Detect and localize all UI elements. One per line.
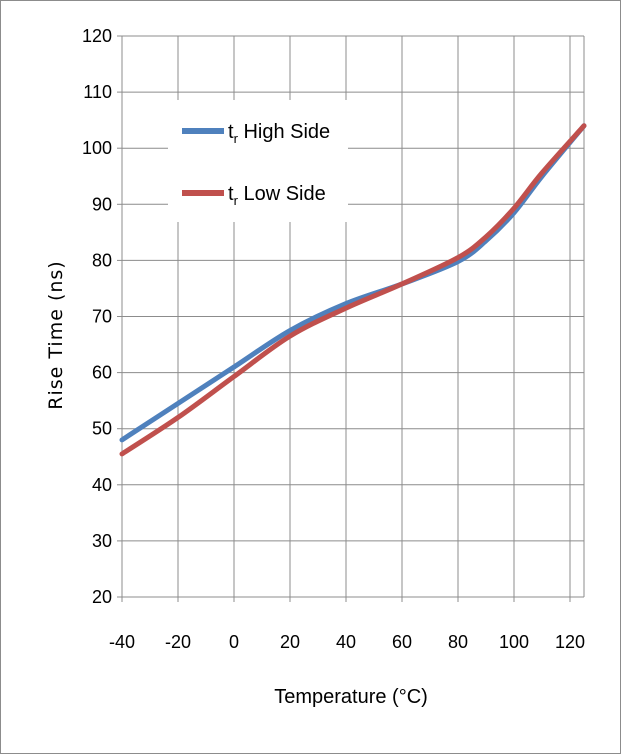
y-tick-labels: 20 30 40 50 60 70 80 90 100 110 120 xyxy=(82,26,112,607)
y-tick-label: 30 xyxy=(92,531,112,551)
y-tick-label: 80 xyxy=(92,250,112,270)
legend-label-high-side: tr High Side xyxy=(228,121,330,146)
x-axis-label: Temperature (°C) xyxy=(274,686,428,708)
legend-high-sub: r xyxy=(234,131,239,146)
legend-high-rest: High Side xyxy=(238,121,330,143)
series-line-low-side xyxy=(119,123,587,457)
legend: tr High Side tr Low Side xyxy=(168,100,348,222)
y-tick-label: 40 xyxy=(92,475,112,495)
x-tick-labels: -40 -20 0 20 40 60 80 100 120 xyxy=(109,632,585,652)
y-axis-label: Rise Time (ns) xyxy=(45,260,67,409)
legend-background xyxy=(168,100,348,222)
legend-label-low-side: tr Low Side xyxy=(228,183,326,208)
x-tick-label: 0 xyxy=(229,632,239,652)
legend-high-main: t xyxy=(228,121,234,143)
y-tick-label: 110 xyxy=(83,82,112,102)
x-tick-label: 120 xyxy=(555,632,585,652)
y-tick-label: 20 xyxy=(92,587,112,607)
x-tick-label: -40 xyxy=(109,632,135,652)
y-tick-label: 60 xyxy=(92,363,112,383)
y-tick-label: 100 xyxy=(82,138,112,158)
x-tick-label: 80 xyxy=(448,632,468,652)
x-tick-label: 20 xyxy=(280,632,300,652)
y-tick-label: 90 xyxy=(92,194,112,214)
y-tick-label: 70 xyxy=(92,307,112,327)
x-tick-label: 60 xyxy=(392,632,412,652)
series-lines xyxy=(119,123,587,457)
legend-low-rest: Low Side xyxy=(238,183,326,205)
legend-low-main: t xyxy=(228,183,234,205)
x-tick-label: 40 xyxy=(336,632,356,652)
axes xyxy=(117,35,584,602)
x-tick-label: 100 xyxy=(499,632,529,652)
y-tick-label: 50 xyxy=(92,419,112,439)
legend-low-sub: r xyxy=(234,193,239,208)
y-tick-label: 120 xyxy=(82,26,112,46)
x-tick-label: -20 xyxy=(165,632,191,652)
